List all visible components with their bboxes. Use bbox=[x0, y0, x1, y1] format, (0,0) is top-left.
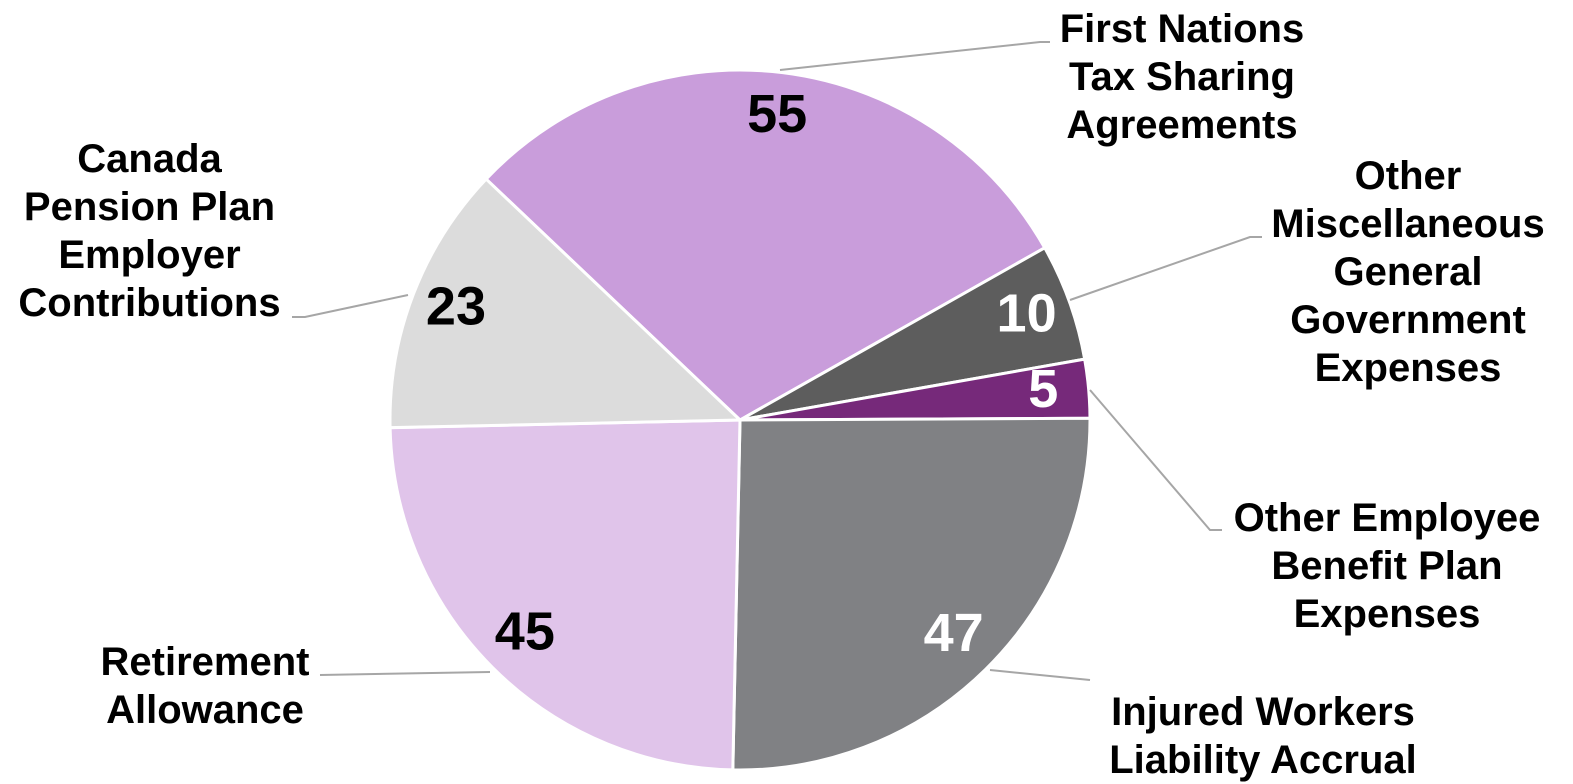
leader-line bbox=[989, 669, 1091, 681]
pie-slice bbox=[388, 418, 742, 772]
value-label: 10 bbox=[997, 283, 1057, 343]
category-label: Retirement Allowance bbox=[100, 640, 310, 732]
value-label: 45 bbox=[495, 602, 555, 662]
leader-line bbox=[319, 671, 491, 676]
pie bbox=[388, 68, 1092, 772]
category-label: Injured Workers Liability Accrual bbox=[1109, 690, 1417, 782]
pie-slice bbox=[388, 176, 744, 430]
pie-slice bbox=[483, 68, 1047, 422]
category-label: Other Miscellaneous General Government E… bbox=[1271, 154, 1545, 390]
category-label: Canada Pension Plan Employer Contributio… bbox=[18, 137, 281, 325]
value-label: 5 bbox=[1028, 359, 1058, 419]
pie-slice bbox=[731, 416, 1092, 772]
leader-line bbox=[1089, 389, 1222, 531]
value-label: 23 bbox=[426, 277, 486, 337]
leader-line bbox=[292, 294, 409, 318]
value-label: 55 bbox=[747, 84, 807, 144]
value-label: 47 bbox=[924, 603, 984, 663]
category-label: Other Employee Benefit Plan Expenses bbox=[1233, 496, 1541, 636]
leader-line bbox=[1069, 236, 1262, 301]
category-label: First Nations Tax Sharing Agreements bbox=[1059, 7, 1305, 147]
leader-line bbox=[779, 41, 1050, 71]
